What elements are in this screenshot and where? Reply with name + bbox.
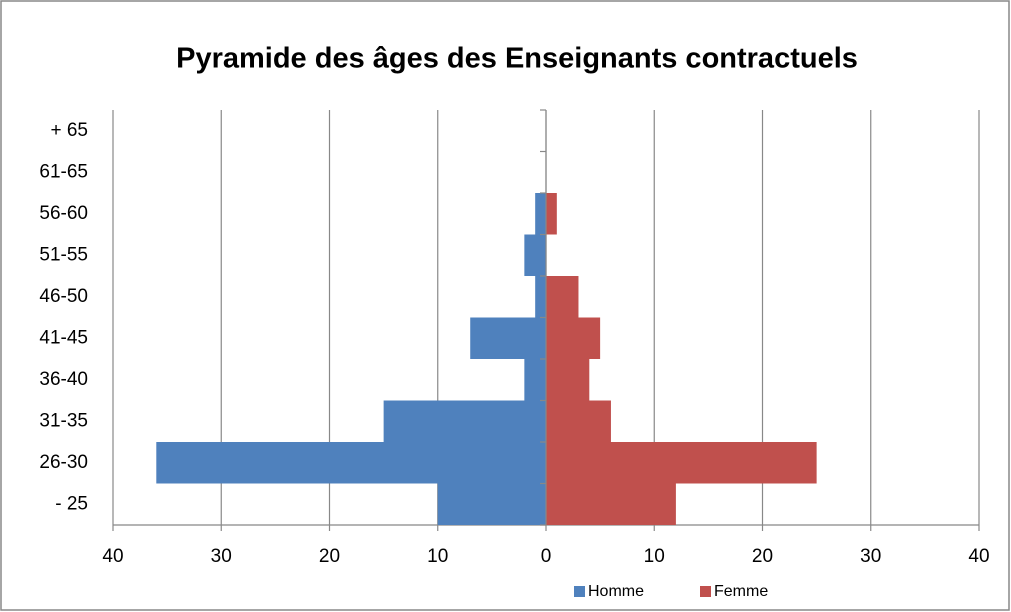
x-tick-label: 40 [968, 546, 989, 567]
y-tick-label: - 25 [55, 493, 88, 514]
x-tick-label: 30 [211, 546, 232, 567]
y-tick-label: 51-55 [39, 244, 88, 265]
bar [535, 276, 546, 318]
y-tick-label: 41-45 [39, 327, 88, 348]
bar [524, 359, 546, 401]
y-tick-label: 61-65 [39, 161, 88, 182]
y-tick-label: 46-50 [39, 286, 88, 307]
bar [383, 400, 546, 442]
bar [546, 442, 817, 484]
bar [546, 317, 601, 359]
bar [546, 193, 557, 235]
chart-title: Pyramide des âges des Enseignants contra… [176, 43, 858, 75]
x-tick-label: 10 [427, 546, 448, 567]
bar [546, 276, 579, 318]
legend-swatch [700, 586, 711, 597]
x-tick-label: 10 [644, 546, 665, 567]
legend-label: Homme [588, 583, 644, 600]
y-tick-label: 26-30 [39, 452, 88, 473]
y-tick-label: 31-35 [39, 410, 88, 431]
legend-label: Femme [714, 583, 768, 600]
bar [546, 483, 676, 525]
bar [156, 442, 547, 484]
bar [546, 359, 590, 401]
y-tick-label: + 65 [50, 120, 88, 141]
y-tick-label: 56-60 [39, 203, 88, 224]
bar [546, 400, 611, 442]
x-tick-label: 20 [752, 546, 773, 567]
bar [470, 317, 546, 359]
bar [535, 193, 546, 235]
x-tick-label: 20 [319, 546, 340, 567]
bar [524, 234, 546, 276]
legend-swatch [574, 586, 585, 597]
bar [437, 483, 546, 525]
y-tick-label: 36-40 [39, 369, 88, 390]
x-tick-label: 40 [102, 546, 123, 567]
x-tick-label: 0 [541, 546, 552, 567]
x-tick-label: 30 [860, 546, 881, 567]
